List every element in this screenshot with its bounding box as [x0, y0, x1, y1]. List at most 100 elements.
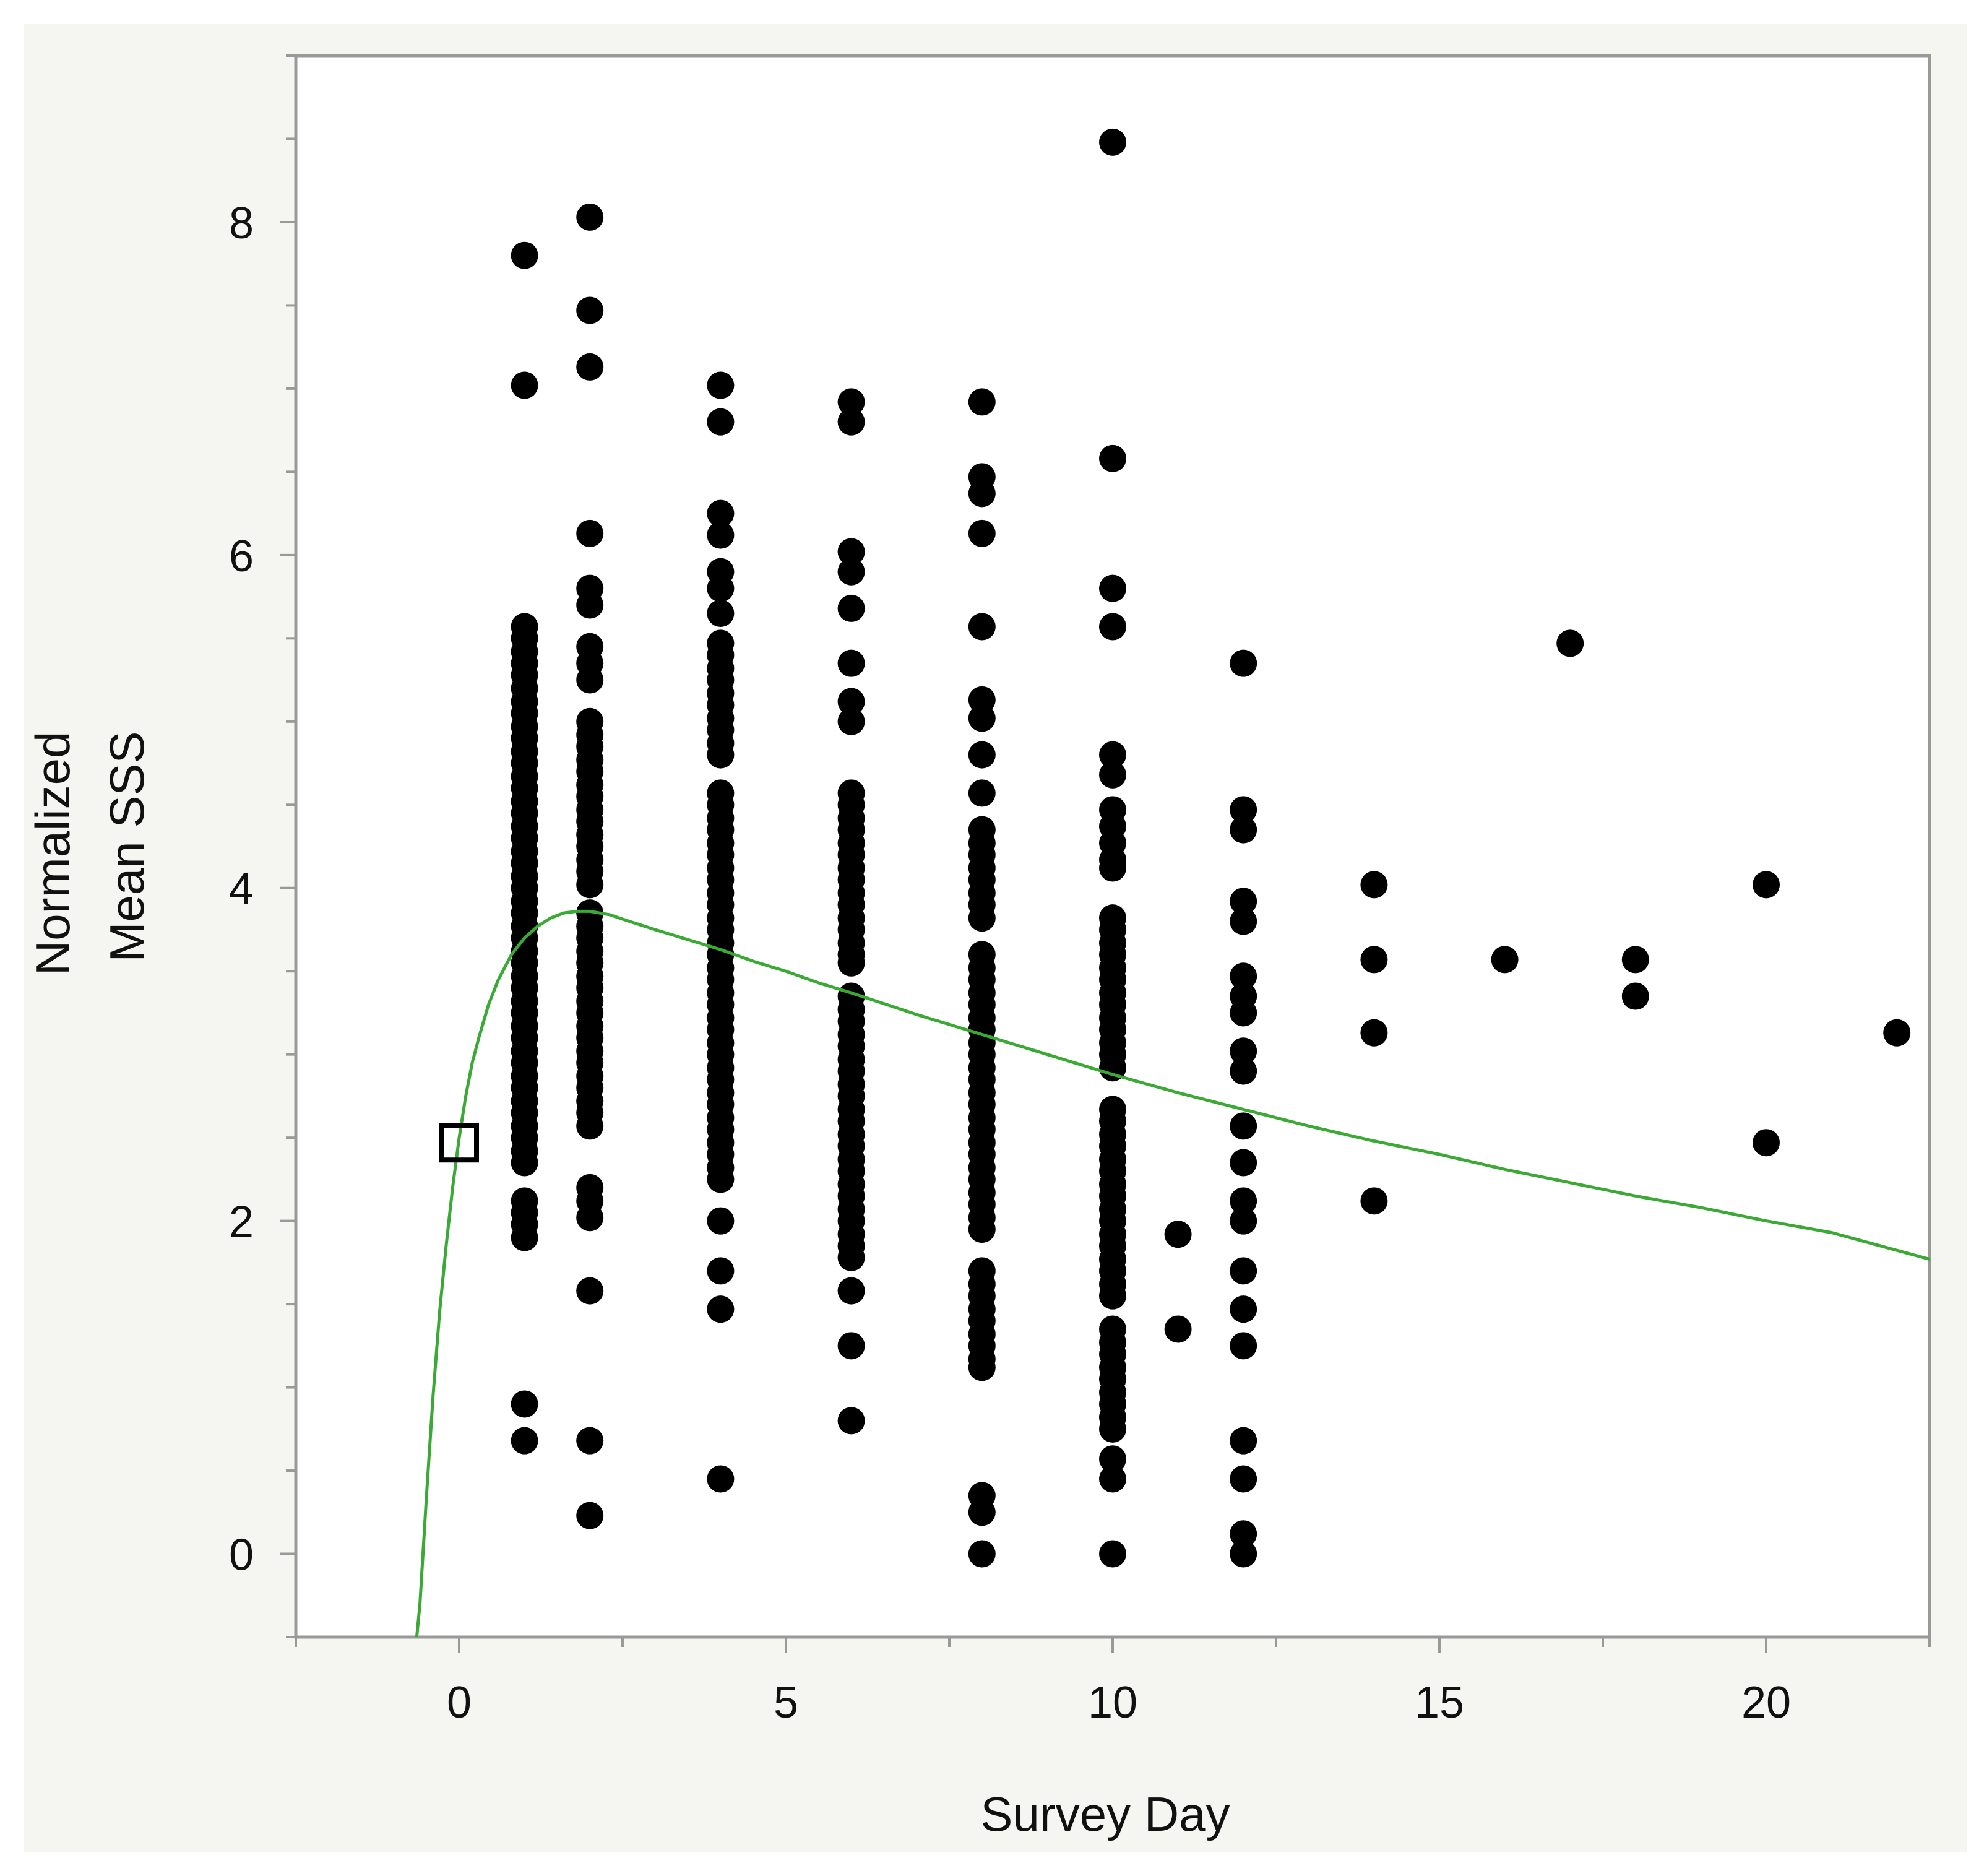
data-point — [968, 779, 996, 807]
x-axis-tick-labels: 0 5 10 15 20 — [447, 1678, 1791, 1727]
data-point — [1099, 854, 1126, 882]
x-axis-ticks — [295, 1637, 1931, 1653]
data-point — [1230, 1207, 1257, 1235]
data-point — [1230, 907, 1257, 935]
data-point — [1099, 444, 1126, 472]
data-point — [707, 599, 735, 627]
data-point — [511, 371, 538, 399]
x-axis-title: Survey Day — [980, 1787, 1230, 1841]
y-tick-label: 4 — [229, 865, 254, 914]
data-point — [707, 1465, 735, 1493]
data-point — [1230, 1332, 1257, 1360]
data-point — [1230, 1427, 1257, 1455]
data-point — [576, 353, 604, 381]
data-point — [576, 871, 604, 899]
data-point — [1099, 128, 1126, 156]
y-tick-label: 0 — [229, 1531, 254, 1580]
y-tick-label: 2 — [229, 1198, 254, 1247]
data-point — [1230, 1112, 1257, 1140]
data-point — [968, 480, 996, 508]
data-point — [707, 371, 735, 399]
data-point — [1230, 649, 1257, 677]
data-point — [511, 1149, 538, 1177]
data-point — [837, 707, 865, 735]
data-point — [968, 388, 996, 416]
data-point — [837, 408, 865, 436]
data-point — [1099, 1465, 1126, 1493]
data-point — [968, 904, 996, 932]
y-tick-label: 8 — [229, 199, 254, 248]
data-point — [1099, 761, 1126, 789]
data-point — [1883, 1019, 1911, 1047]
baseline-marker — [439, 1123, 479, 1163]
data-point — [837, 1277, 865, 1305]
data-point — [1753, 1129, 1780, 1157]
y-axis-title-line-2: Mean SSS — [100, 732, 154, 962]
data-point — [707, 408, 735, 436]
data-point — [1230, 1257, 1257, 1285]
data-point — [837, 1407, 865, 1435]
data-point — [511, 1390, 538, 1418]
data-point — [968, 704, 996, 732]
data-point — [837, 538, 865, 566]
data-point — [1230, 1149, 1257, 1177]
data-point — [968, 613, 996, 641]
data-point — [968, 1216, 996, 1243]
data-point — [1360, 871, 1388, 899]
data-point — [1230, 1295, 1257, 1323]
data-point — [1230, 1520, 1257, 1548]
data-point — [511, 241, 538, 269]
data-point — [576, 1502, 604, 1529]
data-point — [707, 1207, 735, 1235]
data-point — [968, 1354, 996, 1381]
data-point — [707, 741, 735, 769]
data-point — [1099, 613, 1126, 641]
data-point — [1164, 1315, 1192, 1343]
data-point — [1099, 1415, 1126, 1443]
y-axis-title: Normalized Mean SSS — [25, 718, 154, 975]
data-point — [1099, 1540, 1126, 1568]
data-point — [1360, 1019, 1388, 1047]
data-point — [707, 1165, 735, 1193]
data-point — [1230, 888, 1257, 915]
data-point — [1099, 741, 1126, 769]
data-point — [1753, 871, 1780, 899]
x-tick-label: 20 — [1741, 1678, 1791, 1727]
y-axis-title-line-1: Normalized — [25, 732, 80, 975]
data-point — [1556, 629, 1584, 657]
data-point — [1491, 946, 1519, 974]
data-point — [1099, 1054, 1126, 1082]
data-point — [837, 688, 865, 715]
data-point — [1230, 999, 1257, 1027]
data-point — [1230, 1057, 1257, 1085]
data-point — [1099, 1282, 1126, 1310]
data-point — [576, 1204, 604, 1232]
data-point — [1621, 946, 1649, 974]
x-tick-label: 0 — [447, 1678, 472, 1727]
data-point — [837, 388, 865, 416]
data-point — [576, 591, 604, 619]
data-point — [1230, 1187, 1257, 1215]
data-point — [511, 1427, 538, 1455]
data-point — [837, 649, 865, 677]
data-point — [968, 741, 996, 769]
data-point — [1230, 962, 1257, 990]
data-point — [837, 949, 865, 977]
data-point — [707, 521, 735, 549]
data-point — [707, 1257, 735, 1285]
data-point — [1360, 1187, 1388, 1215]
data-point — [707, 1295, 735, 1323]
data-point — [1230, 1037, 1257, 1065]
y-tick-label: 6 — [229, 532, 254, 581]
data-point — [511, 1224, 538, 1251]
data-point — [968, 1498, 996, 1526]
data-point — [1230, 1465, 1257, 1493]
data-point — [707, 574, 735, 602]
data-point — [1360, 946, 1388, 974]
data-point — [1621, 982, 1649, 1010]
data-point — [837, 558, 865, 586]
data-point — [1099, 1445, 1126, 1473]
y-axis-ticks — [280, 54, 296, 1638]
data-point — [576, 519, 604, 547]
